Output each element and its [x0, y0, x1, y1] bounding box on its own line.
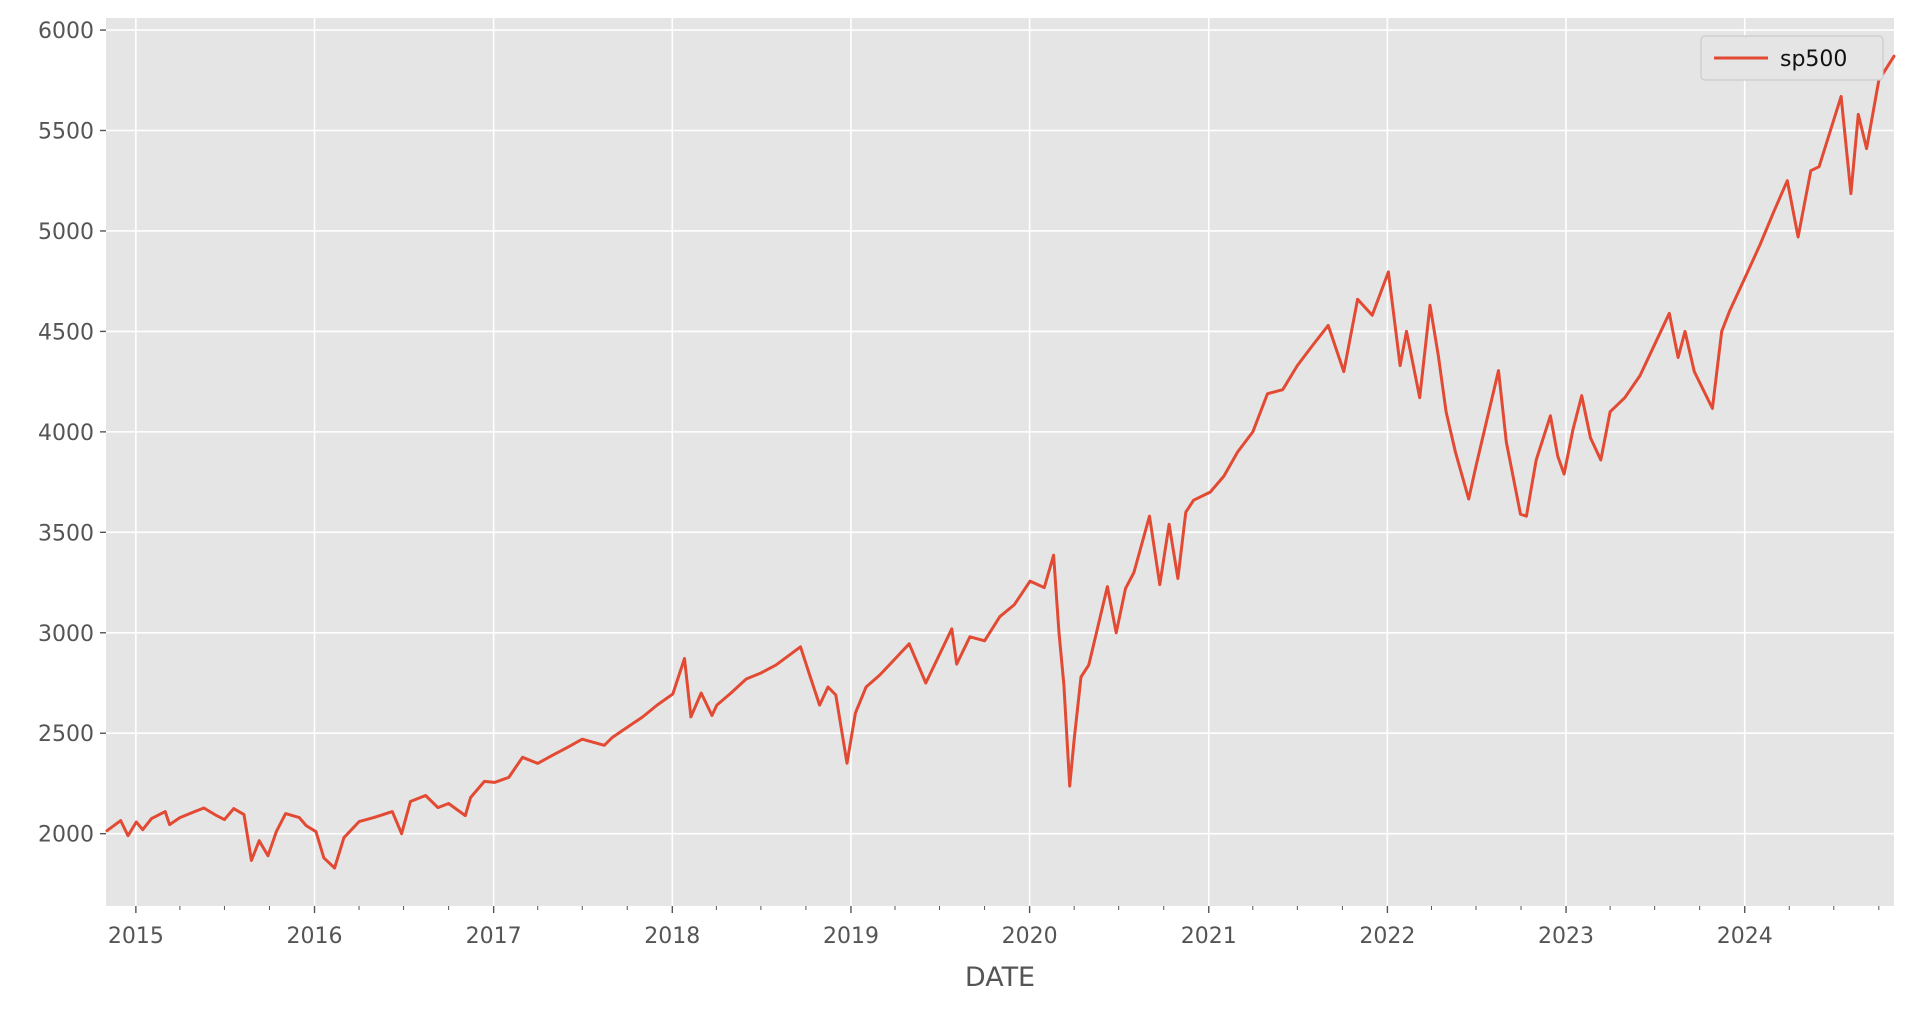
- y-tick-label: 3000: [38, 622, 94, 647]
- plot-background: [106, 18, 1894, 906]
- y-tick-label: 3500: [38, 521, 94, 546]
- x-tick-label: 2015: [108, 924, 164, 949]
- y-tick-label: 4500: [38, 320, 94, 345]
- legend-box: [1700, 35, 1884, 81]
- y-tick-label: 4000: [38, 421, 94, 446]
- x-tick-label: 2018: [644, 924, 700, 949]
- y-axis: 2000 2500 3000 3500 4000 4500 5000 5500 6000: [38, 19, 106, 848]
- x-axis: 2015 2016 2017 2018 2019 2020 2021 2022 2023 2024: [108, 906, 1880, 949]
- x-axis-title: DATE: [965, 962, 1035, 993]
- series-group: [105, 54, 1896, 870]
- y-tick-label: 2000: [38, 823, 94, 848]
- y-tick-label: 5500: [38, 120, 94, 145]
- series-line-sp500: [105, 54, 1896, 870]
- x-tick-label: 2023: [1538, 924, 1594, 949]
- x-tick-label: 2017: [466, 924, 522, 949]
- x-tick-label: 2022: [1359, 924, 1415, 949]
- legend-label-sp500: sp500: [1780, 47, 1847, 72]
- y-tick-label: 5000: [38, 220, 94, 245]
- x-tick-label: 2016: [287, 924, 343, 949]
- x-tick-label: 2019: [823, 924, 879, 949]
- y-tick-label: 6000: [38, 19, 94, 44]
- y-tick-label: 2500: [38, 722, 94, 747]
- x-tick-label: 2024: [1717, 924, 1773, 949]
- legend: sp500: [1700, 35, 1884, 81]
- x-tick-label: 2020: [1002, 924, 1058, 949]
- x-tick-label: 2021: [1181, 924, 1237, 949]
